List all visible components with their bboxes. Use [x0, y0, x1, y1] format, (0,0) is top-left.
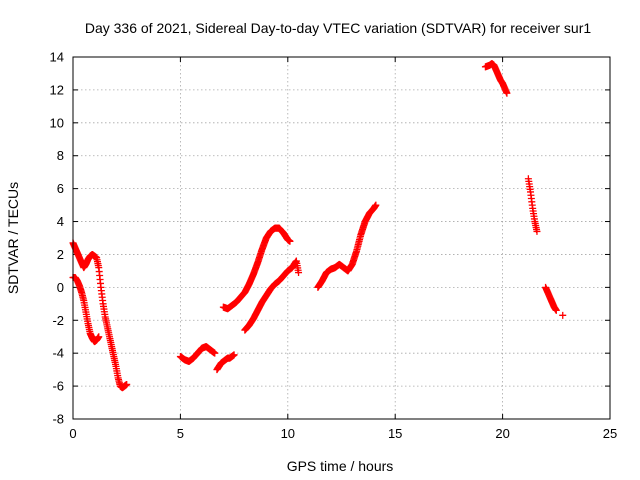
data-point — [230, 351, 238, 359]
y-tick-label: 12 — [50, 82, 64, 97]
y-tick-label: -2 — [52, 313, 64, 328]
data-points — [69, 60, 567, 392]
y-tick-label: -8 — [52, 412, 64, 427]
data-point — [295, 269, 303, 277]
x-axis-label: GPS time / hours — [287, 458, 394, 474]
data-point — [559, 311, 567, 319]
x-tick-label: 25 — [603, 426, 617, 441]
data-point — [503, 89, 511, 97]
y-tick-label: 6 — [57, 181, 64, 196]
x-axis-ticks: 0 5 10 15 20 25 — [69, 57, 617, 441]
grid — [73, 57, 610, 419]
x-tick-label: 15 — [388, 426, 402, 441]
chart-title: Day 336 of 2021, Sidereal Day-to-day VTE… — [85, 20, 591, 36]
y-tick-label: -6 — [52, 379, 64, 394]
y-tick-label: 14 — [50, 50, 64, 65]
y-tick-label: 10 — [50, 115, 64, 130]
x-tick-label: 10 — [281, 426, 295, 441]
data-point — [552, 306, 560, 314]
data-point — [123, 380, 131, 388]
y-tick-label: 0 — [57, 280, 64, 295]
y-axis-ticks: -8 -6 -4 -2 0 2 4 6 8 10 12 14 — [50, 50, 610, 427]
y-tick-label: -4 — [52, 346, 64, 361]
data-point — [211, 349, 219, 357]
x-tick-label: 20 — [495, 426, 509, 441]
data-point — [286, 237, 294, 245]
x-tick-label: 5 — [177, 426, 184, 441]
plot-frame — [72, 56, 611, 420]
data-point — [533, 227, 541, 235]
data-point — [95, 333, 103, 341]
y-tick-label: 2 — [57, 247, 64, 262]
data-point — [372, 201, 380, 209]
y-axis-label: SDTVAR / TECUs — [5, 182, 21, 294]
x-tick-label: 0 — [69, 426, 76, 441]
y-tick-label: 8 — [57, 148, 64, 163]
y-tick-label: 4 — [57, 214, 64, 229]
